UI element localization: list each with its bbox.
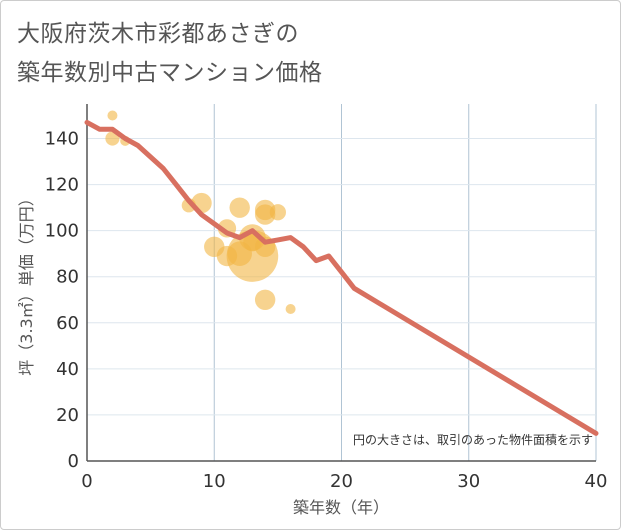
x-tick-label: 30: [457, 471, 480, 492]
y-tick-label: 140: [45, 129, 79, 150]
grid: [86, 104, 597, 462]
x-tick-label: 10: [203, 471, 226, 492]
data-bubble: [254, 289, 276, 310]
y-tick-label: 20: [56, 405, 79, 426]
data-bubble: [254, 204, 276, 225]
x-tick-label: 40: [585, 471, 608, 492]
y-tick-label: 80: [56, 267, 79, 288]
y-tick-labels: 0 20 40 60 80 100 120 140: [45, 129, 79, 472]
y-tick-label: 40: [56, 359, 79, 380]
bubble-size-note: 円の大きさは、取引のあった物件面積を示す: [353, 432, 593, 447]
data-bubble: [285, 303, 296, 314]
x-tick-label: 0: [81, 471, 92, 492]
x-axis-label: 築年数（年）: [293, 498, 389, 517]
average-price-line: [84, 119, 599, 436]
y-tick-label: 120: [45, 175, 79, 196]
data-bubble: [107, 110, 118, 121]
y-tick-label: 0: [68, 451, 79, 472]
data-bubble: [269, 204, 286, 221]
chart-title-line-2: 築年数別中古マンション価格: [17, 60, 323, 86]
y-tick-label: 100: [45, 221, 79, 242]
x-tick-label: 20: [330, 471, 353, 492]
y-tick-label: 60: [56, 313, 79, 334]
x-tick-labels: 0 10 20 30 40: [81, 471, 607, 492]
chart-title-line-1: 大阪府茨木市彩都あさぎの: [17, 21, 299, 47]
data-bubble: [229, 197, 250, 218]
data-bubble: [105, 131, 120, 146]
y-axis-label: 坪（3.3㎡）単価（万円）: [17, 190, 36, 375]
